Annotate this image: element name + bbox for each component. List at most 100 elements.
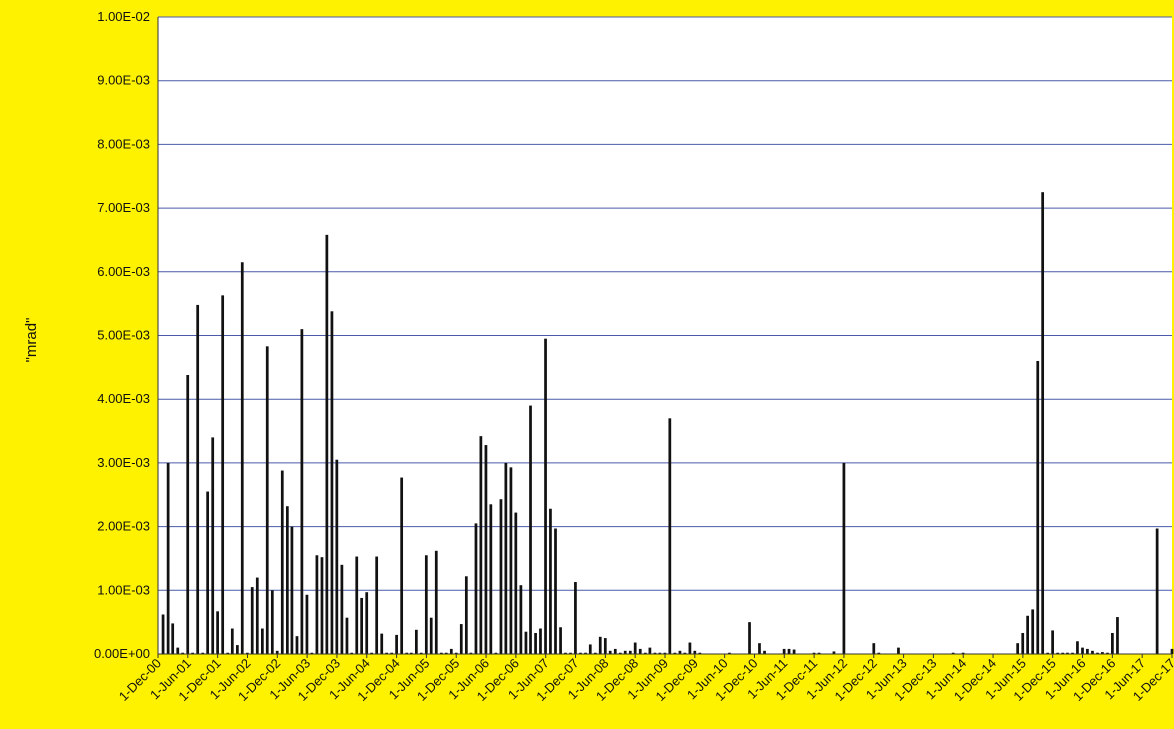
bar bbox=[345, 617, 349, 654]
bar bbox=[653, 652, 657, 654]
bar bbox=[395, 634, 398, 654]
bar bbox=[260, 628, 264, 654]
bar bbox=[424, 555, 428, 654]
y-tick-label: 8.00E-03 bbox=[97, 136, 150, 151]
y-tick-label: 9.00E-03 bbox=[97, 73, 150, 88]
bar bbox=[842, 462, 846, 654]
bar bbox=[658, 652, 662, 654]
y-tick-label: 6.00E-03 bbox=[97, 264, 150, 279]
bar bbox=[464, 576, 468, 654]
bars bbox=[161, 192, 1174, 655]
bar bbox=[181, 652, 185, 654]
bar bbox=[1101, 652, 1104, 654]
bar bbox=[549, 508, 552, 654]
bar bbox=[569, 652, 572, 654]
bar bbox=[524, 631, 528, 654]
bar bbox=[817, 652, 821, 654]
bar bbox=[693, 650, 697, 654]
bar bbox=[897, 647, 900, 654]
bar bbox=[380, 633, 384, 654]
bar bbox=[758, 643, 761, 654]
bar bbox=[454, 652, 458, 654]
bar bbox=[186, 374, 190, 654]
bar bbox=[226, 652, 230, 654]
y-tick-label: 2.00E-03 bbox=[97, 519, 150, 534]
bar bbox=[240, 262, 244, 654]
bar bbox=[698, 652, 702, 654]
y-tick-label: 5.00E-03 bbox=[97, 328, 150, 343]
bar bbox=[1071, 652, 1074, 654]
y-tick-label: 4.00E-03 bbox=[97, 391, 150, 406]
bar bbox=[330, 311, 334, 654]
bar bbox=[1155, 528, 1159, 654]
y-tick-label: 1.00E-03 bbox=[97, 582, 150, 597]
bar bbox=[340, 564, 344, 654]
bar bbox=[1116, 617, 1119, 654]
bar bbox=[951, 652, 955, 654]
bar bbox=[459, 624, 463, 654]
bar bbox=[479, 436, 483, 654]
bar bbox=[499, 499, 503, 654]
bar bbox=[335, 459, 339, 654]
bar bbox=[554, 528, 557, 654]
bar bbox=[832, 651, 836, 654]
y-tick-labels: 0.00E+00 1.00E-03 2.00E-03 3.00E-03 4.00E-03… bbox=[94, 9, 150, 661]
bar bbox=[877, 652, 881, 654]
bar bbox=[608, 650, 612, 654]
bar bbox=[236, 645, 239, 654]
bar bbox=[469, 652, 473, 654]
y-axis-title: "mrad" bbox=[23, 318, 40, 363]
bar bbox=[419, 652, 423, 654]
bar bbox=[628, 650, 632, 654]
bar bbox=[514, 512, 518, 654]
bar bbox=[191, 652, 194, 654]
bar bbox=[539, 628, 542, 654]
bar bbox=[409, 652, 413, 654]
bar bbox=[255, 577, 259, 654]
x-tick-labels: 1-Dec-001-Jun-011-Dec-011-Jun-021-Dec-02… bbox=[116, 654, 1174, 704]
bar bbox=[633, 642, 637, 654]
bar bbox=[688, 642, 692, 654]
bar bbox=[444, 652, 448, 654]
bar bbox=[663, 652, 667, 654]
y-tick-label: 1.00E-02 bbox=[97, 9, 150, 24]
bar bbox=[1096, 652, 1099, 654]
bar bbox=[1026, 615, 1029, 654]
bar bbox=[678, 650, 682, 654]
bar bbox=[489, 504, 493, 654]
bar bbox=[295, 636, 299, 654]
bar bbox=[1046, 652, 1050, 654]
bar bbox=[429, 617, 433, 654]
bar bbox=[484, 445, 488, 654]
bar bbox=[1086, 648, 1089, 654]
bar bbox=[370, 652, 373, 654]
bar bbox=[638, 648, 642, 654]
bar bbox=[1021, 632, 1025, 654]
bar bbox=[375, 556, 379, 654]
bar bbox=[748, 622, 751, 654]
bar bbox=[1081, 647, 1084, 654]
bar bbox=[593, 652, 597, 654]
bar bbox=[1170, 648, 1174, 654]
bar bbox=[171, 623, 175, 654]
bar bbox=[265, 346, 269, 654]
bar bbox=[1036, 360, 1040, 654]
bar bbox=[221, 295, 225, 654]
bar bbox=[559, 627, 562, 654]
bar bbox=[434, 550, 438, 654]
bar bbox=[300, 329, 304, 654]
bar bbox=[544, 338, 547, 654]
bar bbox=[350, 652, 354, 654]
bar bbox=[166, 462, 170, 654]
bar bbox=[579, 652, 582, 654]
bar bbox=[598, 636, 602, 654]
bar bbox=[1091, 650, 1094, 654]
bar bbox=[439, 652, 443, 654]
bar bbox=[787, 648, 791, 654]
bar bbox=[683, 652, 687, 654]
bar bbox=[206, 491, 210, 654]
bar bbox=[782, 648, 786, 654]
bar bbox=[385, 652, 389, 654]
bar bbox=[400, 477, 404, 654]
bar bbox=[643, 652, 647, 654]
